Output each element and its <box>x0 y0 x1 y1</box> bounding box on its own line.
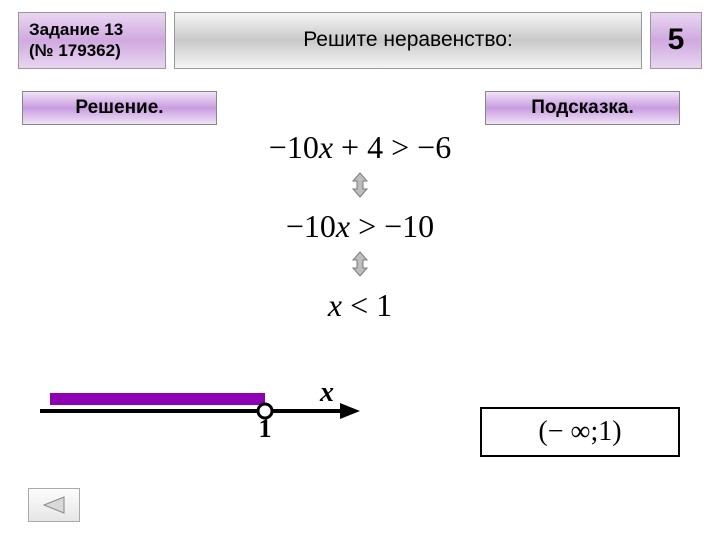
axis-label: x <box>319 379 334 408</box>
answer-content: (− ∞;1) <box>538 416 621 448</box>
task-id-box: Задание 13 (№ 179362) <box>18 12 166 69</box>
solution-label: Решение. <box>75 97 163 119</box>
back-button[interactable] <box>28 488 80 522</box>
answer-box: (− ∞;1) <box>480 407 680 457</box>
triangle-left-icon <box>40 495 68 515</box>
axis-arrowhead <box>340 403 360 419</box>
hint-button[interactable]: Подсказка. <box>485 91 680 125</box>
number-line: 1 x <box>40 379 380 449</box>
tick-label: 1 <box>259 414 272 443</box>
equiv-arrow-2 <box>0 251 720 281</box>
step-1: −10x + 4 > −6 <box>0 129 720 166</box>
score-value: 5 <box>668 23 685 57</box>
step-3: x < 1 <box>0 287 720 324</box>
prompt-text: Решите неравенство: <box>303 28 513 52</box>
solution-button[interactable]: Решение. <box>22 91 217 125</box>
score-box: 5 <box>650 12 702 69</box>
task-label-line2: (№ 179362) <box>29 40 155 61</box>
solution-bar <box>50 393 265 405</box>
equiv-arrow-1 <box>0 172 720 202</box>
step-2: −10x > −10 <box>0 208 720 245</box>
hint-label: Подсказка. <box>531 97 634 119</box>
task-label-line1: Задание 13 <box>29 19 155 40</box>
prompt-box: Решите неравенство: <box>174 12 642 69</box>
work-area: −10x + 4 > −6 −10x > −10 x < 1 1 <box>0 129 720 324</box>
